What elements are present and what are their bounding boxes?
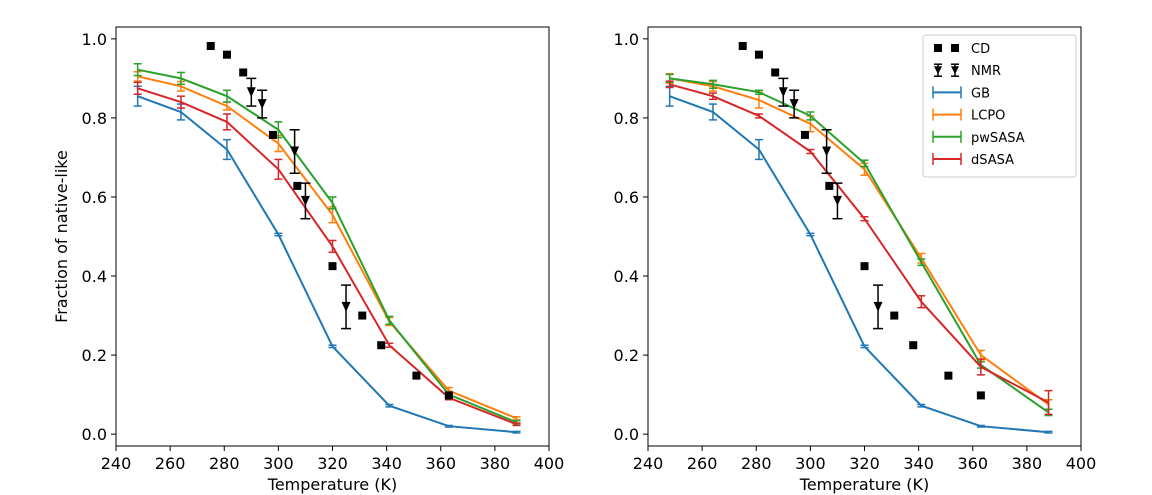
legend-item-nmr: NMR: [934, 63, 1001, 79]
x-tick-label: 400: [1066, 454, 1097, 473]
data-point-nmr: [778, 87, 788, 98]
legend-label: CD: [971, 42, 990, 57]
data-point-cd: [268, 130, 277, 139]
data-point-cd: [976, 391, 985, 400]
legend-swatch-nmr: [951, 66, 959, 75]
x-tick-label: 360: [957, 454, 988, 473]
series-line-lcpo: [137, 75, 517, 420]
x-tick-label: 300: [263, 454, 294, 473]
y-tick-label: 0.4: [614, 267, 639, 286]
data-point-nmr: [873, 301, 883, 312]
data-point-cd: [890, 311, 899, 320]
data-point-cd: [222, 50, 231, 59]
data-point-cd: [754, 50, 763, 59]
x-tick-label: 240: [633, 454, 664, 473]
markers-cd: [738, 41, 985, 400]
y-axis-label: Fraction of native-like: [52, 150, 71, 323]
x-tick-label: 300: [795, 454, 826, 473]
data-point-cd: [444, 391, 453, 400]
legend-label: NMR: [971, 64, 1001, 79]
x-tick-label: 380: [480, 454, 511, 473]
data-point-cd: [909, 341, 918, 350]
series-line-gb: [137, 95, 517, 434]
data-point-nmr: [832, 195, 842, 206]
legend-label: GB: [971, 86, 990, 101]
chart-panel-1: 240 260 280 300 320 340 360 380 400 0.0 0.2 0.4 0.6 0…: [52, 26, 565, 494]
markers-cd: [206, 41, 453, 400]
series-pwsasa: [133, 63, 521, 425]
data-point-cd: [738, 41, 747, 50]
markers-nmr: [778, 77, 884, 330]
data-point-nmr: [300, 195, 310, 206]
y-tick-label: 0.6: [82, 188, 107, 207]
legend-swatch-cd: [934, 44, 942, 52]
y-tick-label: 0.8: [614, 109, 639, 128]
legend-label: pwSASA: [971, 131, 1025, 146]
data-point-cd: [944, 371, 953, 380]
x-axis-label: Temperature (K): [799, 475, 929, 494]
data-point-cd: [800, 130, 809, 139]
legend-swatch-nmr: [934, 66, 942, 75]
data-point-nmr: [789, 99, 799, 110]
legend-swatch-cd: [951, 44, 959, 52]
x-tick-label: 260: [687, 454, 718, 473]
markers-nmr: [246, 77, 352, 330]
data-point-cd: [377, 341, 386, 350]
x-axis-label: Temperature (K): [267, 475, 397, 494]
y-tick-label: 0.0: [614, 425, 639, 444]
data-point-cd: [412, 371, 421, 380]
y-tick-label: 0.2: [82, 346, 107, 365]
data-point-nmr: [290, 146, 300, 157]
x-tick-label: 340: [371, 454, 402, 473]
data-point-cd: [860, 262, 869, 271]
x-tick-label: 320: [849, 454, 880, 473]
y-tick-label: 0.4: [82, 267, 107, 286]
series-line-lcpo: [669, 77, 1050, 406]
y-tick-label: 0.6: [614, 188, 639, 207]
series-line-pwsasa: [137, 68, 517, 424]
y-tick-label: 0.8: [82, 109, 107, 128]
x-tick-label: 280: [209, 454, 240, 473]
y-tick-label: 0.2: [614, 346, 639, 365]
legend-item-dsasa: dSASA: [932, 153, 1014, 168]
y-tick-label: 0.0: [82, 425, 107, 444]
series-lcpo: [133, 70, 521, 421]
data-point-cd: [771, 68, 780, 77]
data-point-nmr: [822, 146, 832, 157]
data-point-cd: [206, 41, 215, 50]
data-point-nmr: [257, 99, 267, 110]
y-tick-label: 1.0: [614, 30, 639, 49]
chart-panel-2: 240 260 280 300 320 340 360 380 400 0.0 0.2 0.4 0.6 0…: [614, 26, 1097, 494]
legend-item-cd: CD: [934, 42, 990, 57]
data-point-nmr: [246, 87, 256, 98]
data-point-nmr: [341, 301, 351, 312]
series-line-dsasa: [137, 87, 517, 426]
legend-item-pwsasa: pwSASA: [932, 130, 1025, 146]
series-dsasa: [133, 81, 521, 427]
legend-label: dSASA: [971, 153, 1014, 168]
data-point-cd: [239, 68, 248, 77]
data-point-cd: [825, 181, 834, 190]
series-line-gb: [669, 95, 1049, 434]
x-tick-label: 340: [903, 454, 934, 473]
series-line-pwsasa: [669, 77, 1050, 414]
legend-label: LCPO: [971, 109, 1005, 124]
x-tick-label: 260: [155, 454, 186, 473]
x-tick-label: 280: [741, 454, 772, 473]
data-point-cd: [293, 181, 302, 190]
x-tick-label: 360: [425, 454, 456, 473]
x-tick-label: 240: [101, 454, 132, 473]
x-tick-label: 380: [1012, 454, 1043, 473]
legend-item-lcpo: LCPO: [932, 108, 1005, 124]
x-tick-label: 320: [317, 454, 348, 473]
legend-item-gb: GB: [932, 86, 990, 101]
series-gb: [133, 85, 521, 434]
x-tick-label: 400: [534, 454, 565, 473]
y-tick-label: 1.0: [82, 30, 107, 49]
data-point-cd: [358, 311, 367, 320]
legend: CD NMR GB LCPO pwSASA dSASA: [922, 34, 1077, 178]
data-point-cd: [328, 262, 337, 271]
